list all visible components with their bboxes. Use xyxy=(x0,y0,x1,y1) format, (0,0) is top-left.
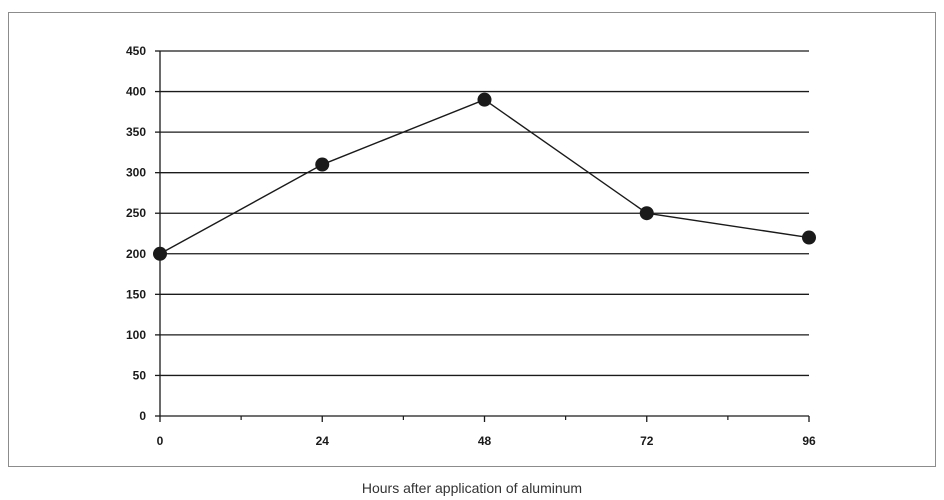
x-axis: 0 24 48 72 96 xyxy=(157,415,816,448)
data-point xyxy=(315,157,330,172)
y-tick-label: 50 xyxy=(133,368,147,382)
y-tick-label: 300 xyxy=(126,166,146,180)
x-tick-label: 48 xyxy=(478,434,492,448)
x-tick-label: 24 xyxy=(316,434,330,448)
y-tick-label: 200 xyxy=(126,247,146,261)
y-axis: 0 50 100 150 200 250 300 350 400 450 xyxy=(126,44,161,423)
x-tick-label: 72 xyxy=(640,434,654,448)
y-tick-label: 0 xyxy=(139,409,146,423)
y-tick-label: 150 xyxy=(126,287,146,301)
x-axis-title: Hours after application of aluminum xyxy=(362,480,582,496)
y-tick-label: 350 xyxy=(126,125,146,139)
data-point xyxy=(802,230,816,245)
grid-lines xyxy=(160,50,809,377)
y-tick-label: 250 xyxy=(126,206,146,220)
y-tick-label: 100 xyxy=(126,328,146,342)
chart-frame xyxy=(8,12,936,467)
x-tick-label: 96 xyxy=(802,434,816,448)
series-group xyxy=(153,92,816,261)
x-tick-label: 0 xyxy=(157,434,164,448)
data-point xyxy=(153,246,167,261)
data-point xyxy=(639,206,654,221)
y-tick-label: 400 xyxy=(126,85,146,99)
y-tick-label: 450 xyxy=(126,44,146,58)
data-point xyxy=(477,92,492,107)
